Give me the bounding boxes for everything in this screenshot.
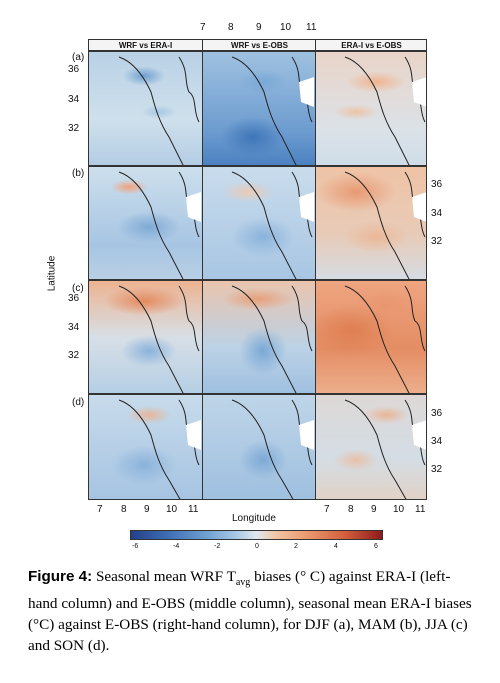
top-tick: 11 [306, 22, 317, 33]
caption-text-1: Seasonal mean WRF T [92, 568, 236, 585]
lat-tick-left: 36 [68, 64, 80, 75]
bottom-tick: 11 [415, 504, 426, 515]
coastline-overlay [118, 171, 426, 279]
colorbar-tick: -2 [214, 543, 221, 550]
lat-tick-right: 34 [431, 208, 443, 219]
colorbar-tick: -6 [132, 543, 139, 550]
bottom-tick: 7 [97, 504, 103, 515]
map-cell [315, 52, 426, 165]
column-title: WRF vs ERA-I [118, 41, 173, 50]
map-cell [315, 395, 426, 499]
map-cell [315, 281, 426, 393]
map-row-c [88, 280, 427, 394]
lat-tick-right: 32 [431, 236, 443, 247]
top-tick: 7 [200, 22, 206, 33]
bottom-tick: 8 [348, 504, 354, 515]
colorbar-tick: 4 [334, 543, 338, 550]
coastline-overlay [118, 399, 426, 499]
colorbar-tick: 6 [374, 543, 378, 550]
map-cell [202, 167, 316, 279]
map-row-d [88, 394, 427, 500]
bottom-longitude-axis: 7 8 9 10 11 7 8 9 10 11 [88, 504, 427, 518]
column-title: ERA-I vs E-OBS [315, 40, 427, 51]
map-cell [89, 281, 202, 393]
row-label-d: (d) [72, 397, 85, 408]
colorbar-tick: 0 [255, 543, 259, 550]
colorbar [130, 530, 383, 540]
lat-tick-left: 34 [68, 322, 80, 333]
colorbar-tick: -4 [173, 543, 180, 550]
lat-tick-right: 32 [431, 464, 443, 475]
lat-tick-right: 36 [431, 179, 443, 190]
map-row-a [88, 51, 427, 166]
map-cell [315, 167, 426, 279]
bottom-tick: 9 [144, 504, 150, 515]
lat-tick-left: 36 [68, 293, 80, 304]
figure-caption: Figure 4: Seasonal mean WRF Tavg biases … [28, 566, 476, 656]
top-tick: 8 [228, 22, 234, 33]
coastline-overlay [118, 285, 426, 393]
x-axis-label: Longitude [232, 513, 276, 524]
caption-text-2: biases (° C) against ERA-I (left-hand co… [28, 568, 472, 655]
coastline-overlay [118, 56, 426, 165]
lat-tick-right: 34 [431, 436, 443, 447]
lat-tick-left: 32 [68, 350, 80, 361]
top-tick: 9 [256, 22, 262, 33]
column-title-bar: WRF vs ERA-I WRF vs E-OBS ERA-I vs E-OBS [88, 39, 427, 51]
colorbar-tick: 2 [294, 543, 298, 550]
top-longitude-axis: 7 8 9 10 11 [200, 22, 320, 36]
lat-tick-right: 36 [431, 408, 443, 419]
row-label-b: (b) [72, 168, 85, 179]
top-tick: 10 [280, 22, 292, 33]
bottom-tick: 10 [393, 504, 405, 515]
bottom-tick: 11 [188, 504, 199, 515]
bottom-tick: 8 [121, 504, 127, 515]
column-title: WRF vs E-OBS [202, 40, 316, 51]
map-cell [89, 52, 202, 165]
map-cell [202, 281, 316, 393]
y-axis-label: Latitude [46, 255, 58, 292]
row-label-c: (c) [72, 283, 84, 294]
bottom-tick: 7 [324, 504, 330, 515]
map-cell [89, 395, 202, 499]
lat-tick-left: 34 [68, 94, 80, 105]
row-label-a: (a) [72, 52, 85, 63]
map-cell [202, 52, 316, 165]
lat-tick-left: 32 [68, 123, 80, 134]
colorbar-ticks: -6 -4 -2 0 2 4 6 [130, 543, 383, 555]
caption-subscript: avg [235, 577, 251, 589]
bottom-tick: 9 [371, 504, 377, 515]
map-row-b [88, 166, 427, 280]
map-cell [89, 167, 202, 279]
bottom-tick: 10 [166, 504, 178, 515]
caption-label: Figure 4: [28, 568, 93, 585]
